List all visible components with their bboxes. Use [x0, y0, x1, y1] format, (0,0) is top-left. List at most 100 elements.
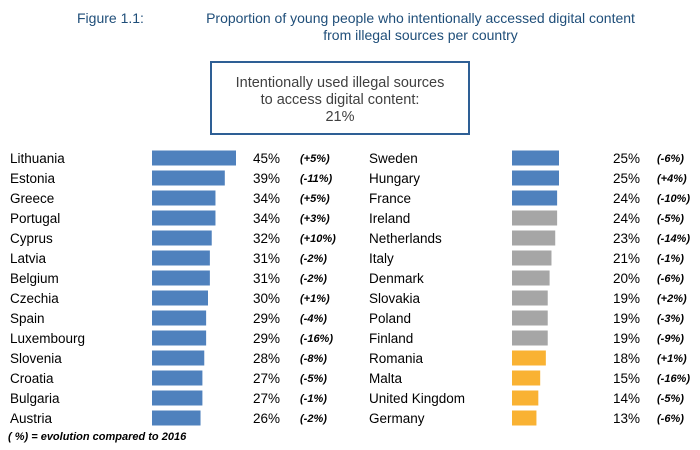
change-label: (+5%)	[300, 193, 330, 205]
value-label: 14%	[613, 391, 640, 406]
value-label: 30%	[253, 291, 280, 306]
value-label: 20%	[613, 271, 640, 286]
country-label: Portugal	[10, 211, 60, 226]
change-label: (-2%)	[300, 413, 327, 425]
value-label: 19%	[613, 331, 640, 346]
country-label: Slovakia	[369, 291, 421, 306]
value-label: 24%	[613, 211, 640, 226]
country-label: Germany	[369, 411, 425, 426]
bar-hungary	[512, 170, 559, 186]
country-label: Estonia	[10, 171, 56, 186]
value-label: 31%	[253, 271, 280, 286]
country-label: Malta	[369, 371, 403, 386]
change-label: (-6%)	[657, 153, 684, 165]
value-label: 32%	[253, 231, 280, 246]
country-label: Ireland	[369, 211, 410, 226]
country-label: Poland	[369, 311, 411, 326]
bar-germany	[512, 410, 537, 426]
bar-romania	[512, 350, 546, 366]
change-label: (-8%)	[300, 353, 327, 365]
callout-value: 21%	[325, 109, 355, 125]
change-label: (+5%)	[300, 153, 330, 165]
callout-line-1: Intentionally used illegal sources	[235, 75, 445, 91]
bar-latvia	[152, 250, 210, 266]
change-label: (-2%)	[300, 253, 327, 265]
bar-croatia	[152, 370, 203, 386]
value-label: 18%	[613, 351, 640, 366]
bar-lithuania	[152, 150, 236, 166]
change-label: (-5%)	[657, 393, 684, 405]
change-label: (-3%)	[657, 313, 684, 325]
value-label: 27%	[253, 371, 280, 386]
bar-bulgaria	[152, 390, 203, 406]
bar-malta	[512, 370, 541, 386]
country-label: Latvia	[10, 251, 47, 266]
country-label: Cyprus	[10, 231, 53, 246]
change-label: (+2%)	[657, 293, 687, 305]
change-label: (+4%)	[657, 173, 687, 185]
value-label: 25%	[613, 151, 640, 166]
value-label: 39%	[253, 171, 280, 186]
country-label: United Kingdom	[369, 391, 465, 406]
country-label: Slovenia	[10, 351, 62, 366]
country-label: Italy	[369, 251, 394, 266]
country-label: Austria	[10, 411, 53, 426]
change-label: (-6%)	[657, 413, 684, 425]
value-label: 27%	[253, 391, 280, 406]
bar-portugal	[152, 210, 216, 226]
bar-slovakia	[512, 290, 548, 306]
change-label: (+10%)	[300, 233, 336, 245]
bar-belgium	[152, 270, 210, 286]
footnote: ( %) = evolution compared to 2016	[8, 431, 187, 443]
country-label: Romania	[369, 351, 424, 366]
change-label: (-5%)	[657, 213, 684, 225]
bar-slovenia	[152, 350, 205, 366]
bar-greece	[152, 190, 216, 206]
country-label: France	[369, 191, 411, 206]
value-label: 29%	[253, 311, 280, 326]
country-label: Czechia	[10, 291, 59, 306]
value-label: 19%	[613, 291, 640, 306]
country-label: Hungary	[369, 171, 420, 186]
bar-ireland	[512, 210, 558, 226]
change-label: (-1%)	[657, 253, 684, 265]
change-label: (-10%)	[657, 193, 690, 205]
country-label: Netherlands	[369, 231, 442, 246]
change-label: (+3%)	[300, 213, 330, 225]
value-label: 13%	[613, 411, 640, 426]
change-label: (-11%)	[300, 173, 333, 185]
value-label: 15%	[613, 371, 640, 386]
value-label: 29%	[253, 331, 280, 346]
value-label: 45%	[253, 151, 280, 166]
change-label: (-4%)	[300, 313, 327, 325]
bar-denmark	[512, 270, 550, 286]
value-label: 34%	[253, 191, 280, 206]
country-label: Sweden	[369, 151, 418, 166]
bar-netherlands	[512, 230, 556, 246]
country-label: Lithuania	[10, 151, 65, 166]
change-label: (-16%)	[657, 373, 690, 385]
value-label: 31%	[253, 251, 280, 266]
bar-italy	[512, 250, 552, 266]
bar-austria	[152, 410, 201, 426]
bar-sweden	[512, 150, 559, 166]
bar-estonia	[152, 170, 225, 186]
value-label: 26%	[253, 411, 280, 426]
bar-czechia	[152, 290, 208, 306]
figure-label: Figure 1.1:	[77, 10, 144, 26]
bar-france	[512, 190, 558, 206]
bar-luxembourg	[152, 330, 207, 346]
change-label: (-5%)	[300, 373, 327, 385]
value-label: 21%	[613, 251, 640, 266]
country-label: Bulgaria	[10, 391, 60, 406]
bar-cyprus	[152, 230, 212, 246]
value-label: 34%	[253, 211, 280, 226]
bar-poland	[512, 310, 548, 326]
bar-spain	[152, 310, 207, 326]
bar-united-kingdom	[512, 390, 539, 406]
value-label: 24%	[613, 191, 640, 206]
country-label: Finland	[369, 331, 413, 346]
country-label: Denmark	[369, 271, 424, 286]
country-label: Belgium	[10, 271, 59, 286]
change-label: (-16%)	[300, 333, 333, 345]
